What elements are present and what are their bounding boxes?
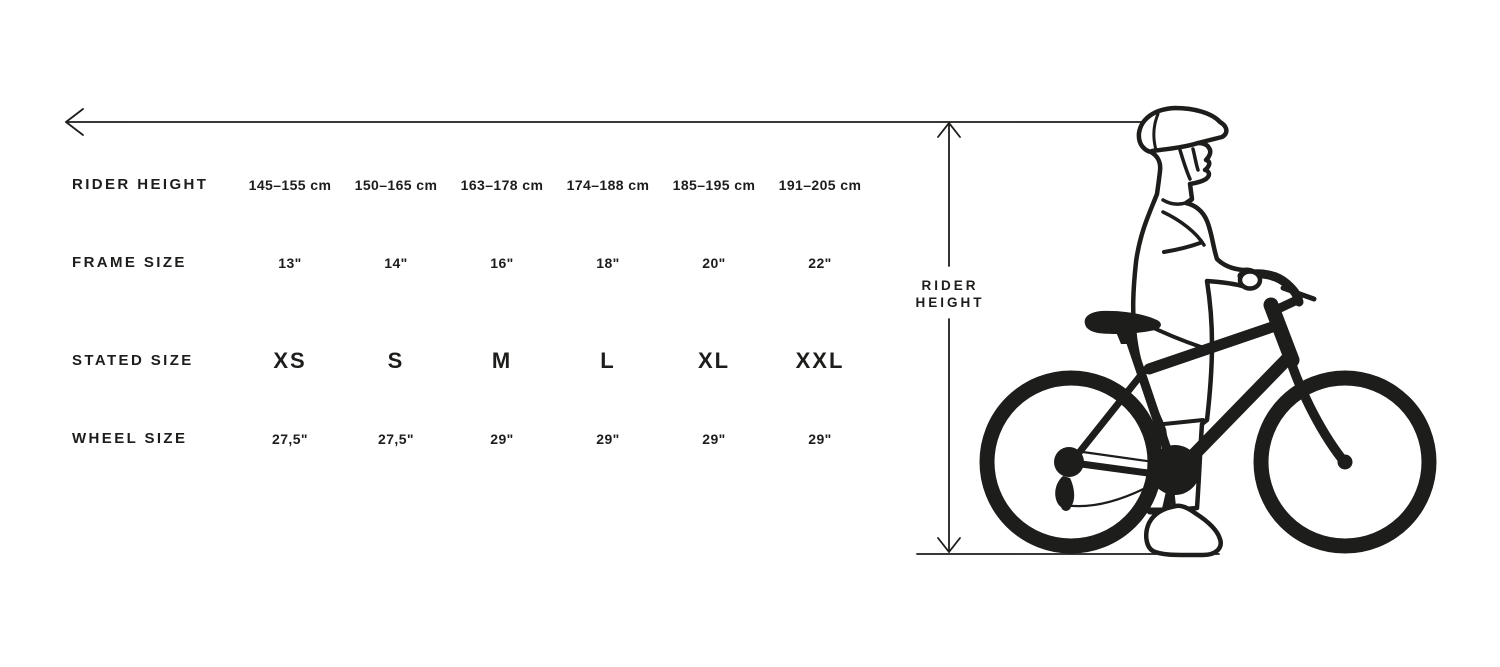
chain-top [1081,450,1156,464]
rider-height-dimension-arrow [937,122,961,553]
size-chart-cell: 174–188 cm [566,177,650,193]
collar-line [1161,198,1194,206]
dimension-label-line1: RIDER [921,278,978,293]
size-chart-cell: 29" [808,431,832,447]
size-chart-cell: 27,5" [378,431,414,447]
size-chart-cell: 27,5" [272,431,308,447]
cyclist-with-bike-illustration [979,105,1437,558]
shoe [1143,503,1223,558]
size-chart-cell: 185–195 cm [672,177,756,193]
stem [1275,295,1302,313]
seat-stay [1070,366,1149,463]
table-row-frame-size: FRAME SIZE 13" 14" 16" 18" 20" 22" [0,254,900,272]
cassette [1054,447,1084,477]
row-label: WHEEL SIZE [72,430,188,447]
size-chart-cell: 29" [596,431,620,447]
size-chart-cell: XL [697,348,731,373]
rear-derailleur [1055,476,1075,509]
size-chart-cell: M [491,348,513,373]
size-chart-cell: L [600,348,616,373]
size-chart-cell: XS [273,348,307,373]
bicycle [979,269,1437,554]
up-arrow-icon [937,122,961,138]
size-chart-cell: 22" [808,255,832,271]
size-chart-cell: 18" [596,255,620,271]
chain-bottom [1062,480,1159,508]
chin-strap-line [1178,148,1192,181]
shorts-hem-line [1162,418,1205,426]
size-chart-cell: 145–155 cm [248,177,332,193]
shoulder-line [1161,210,1206,247]
down-arrow-icon [937,537,961,553]
chin-strap-line [1191,147,1200,172]
size-chart-cell: 150–165 cm [354,177,438,193]
table-row-stated-size: STATED SIZE XS S M L XL XXL [0,349,900,373]
crank-arm [1162,466,1179,513]
head-tube [1263,297,1300,368]
height-reference-line [65,108,1142,136]
brake-lever [1280,285,1317,302]
down-tube [1174,348,1298,475]
size-chart-cell: 14" [384,255,408,271]
table-row-rider-height: RIDER HEIGHT 145–155 cm 150–165 cm 163–1… [0,176,900,194]
size-chart-cell: 29" [702,431,726,447]
hand [1237,269,1263,291]
table-row-wheel-size: WHEEL SIZE 27,5" 27,5" 29" 29" 29" 29" [0,430,900,448]
left-arrow-icon [65,108,84,136]
dimension-label-line2: HEIGHT [915,295,984,310]
size-chart-cell: S [387,348,405,373]
fork [1284,351,1347,464]
row-label: RIDER HEIGHT [72,176,209,193]
size-chart-cell: 20" [702,255,726,271]
size-chart-cell: 29" [490,431,514,447]
seat-clamp [1116,332,1136,344]
size-chart-cell: 13" [278,255,302,271]
saddle [1084,310,1161,334]
size-chart-cell: 163–178 cm [460,177,544,193]
rider-foreground-parts [1143,269,1263,558]
row-label: FRAME SIZE [72,254,187,271]
size-chart-cell: 16" [490,255,514,271]
row-label: STATED SIZE [72,352,194,369]
size-chart-cell: 191–205 cm [778,177,862,193]
front-wheel [1253,370,1437,554]
sleeve-hem-line [1162,241,1202,254]
helmet-seam-line [1152,112,1160,152]
top-tube [1143,319,1284,375]
size-chart-cell: XXL [795,348,845,373]
